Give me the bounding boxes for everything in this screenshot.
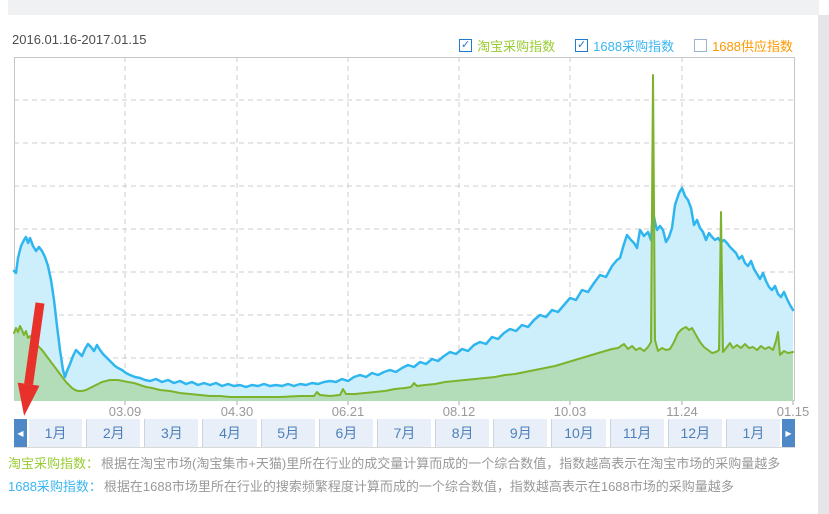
legend-item-1[interactable]: ✓ 1688采购指数 xyxy=(575,36,674,55)
x-tick-label: 04.30 xyxy=(220,404,254,419)
checked-checkbox-icon[interactable]: ✓ xyxy=(575,39,589,52)
month-cell-4[interactable]: 4月 xyxy=(202,419,257,447)
month-cell-7[interactable]: 7月 xyxy=(376,419,432,447)
month-cell-6[interactable]: 6月 xyxy=(318,419,373,447)
legend-label: 淘宝采购指数 xyxy=(477,39,556,54)
month-cell-10[interactable]: 10月 xyxy=(551,419,606,447)
month-cell-5[interactable]: 5月 xyxy=(260,419,315,447)
month-cell-12[interactable]: 12月 xyxy=(667,419,722,447)
next-month-button[interactable]: ▶ xyxy=(782,419,795,447)
index-explanation-row: 淘宝采购指数： 根据在淘宝市场(淘宝集市+天猫)里所在行业的成交量计算而成的一个综… xyxy=(8,452,808,475)
checked-checkbox-icon[interactable]: ✓ xyxy=(459,39,473,52)
legend: ✓ 淘宝采购指数 ✓ 1688采购指数 1688供应指数 xyxy=(459,36,793,55)
index-explanations: 淘宝采购指数： 根据在淘宝市场(淘宝集市+天猫)里所在行业的成交量计算而成的一个综… xyxy=(8,452,808,498)
legend-label: 1688采购指数 xyxy=(593,39,675,54)
month-cells: 1月 2月 3月 4月 5月 6月 7月 8月 9月 10月 11月 12月 1月 xyxy=(27,419,782,447)
index-description-text: 根据在淘宝市场(淘宝集市+天猫)里所在行业的成交量计算而成的一个综合数值，指数越… xyxy=(101,456,781,471)
x-tick-label: 03.09 xyxy=(108,404,142,419)
x-axis-labels: 03.09 04.30 06.21 08.12 10.03 11.24 01.15 xyxy=(0,404,829,420)
month-cell-9[interactable]: 9月 xyxy=(493,419,548,447)
month-cell-8[interactable]: 8月 xyxy=(435,419,490,447)
x-tick-label: 01.15 xyxy=(776,404,810,419)
month-cell-3[interactable]: 3月 xyxy=(144,419,199,447)
month-cell-13[interactable]: 1月 xyxy=(725,419,781,447)
month-cell-2[interactable]: 2月 xyxy=(86,419,141,447)
x-tick-label: 10.03 xyxy=(553,404,587,419)
prev-month-button[interactable]: ◀ xyxy=(14,419,27,447)
month-cell-1[interactable]: 1月 xyxy=(29,419,83,447)
chart-series-svg xyxy=(12,57,795,405)
month-cell-11[interactable]: 11月 xyxy=(609,419,664,447)
x-tick-label: 11.24 xyxy=(666,404,698,419)
x-tick-label: 08.12 xyxy=(442,404,476,419)
legend-label: 1688供应指数 xyxy=(712,39,793,54)
scrollbar-track[interactable] xyxy=(818,15,829,514)
index-description-text: 根据在1688市场里所在行业的搜索频繁程度计算而成的一个综合数值，指数越高表示在… xyxy=(103,479,734,494)
index-name-label: 淘宝采购指数： xyxy=(8,456,100,471)
legend-item-0[interactable]: ✓ 淘宝采购指数 xyxy=(459,36,555,55)
index-explanation-row: 1688采购指数： 根据在1688市场里所在行业的搜索频繁程度计算而成的一个综合数… xyxy=(8,475,808,498)
unchecked-checkbox-icon[interactable] xyxy=(694,39,708,52)
date-range-label: 2016.01.16-2017.01.15 xyxy=(12,32,147,47)
x-tick-label: 06.21 xyxy=(331,404,365,419)
top-gray-bar xyxy=(8,0,819,15)
index-name-label: 1688采购指数： xyxy=(8,479,102,494)
legend-item-2[interactable]: 1688供应指数 xyxy=(694,36,793,55)
month-navigation-bar: ◀ 1月 2月 3月 4月 5月 6月 7月 8月 9月 10月 11月 12月 1月 ▶ xyxy=(14,419,795,447)
